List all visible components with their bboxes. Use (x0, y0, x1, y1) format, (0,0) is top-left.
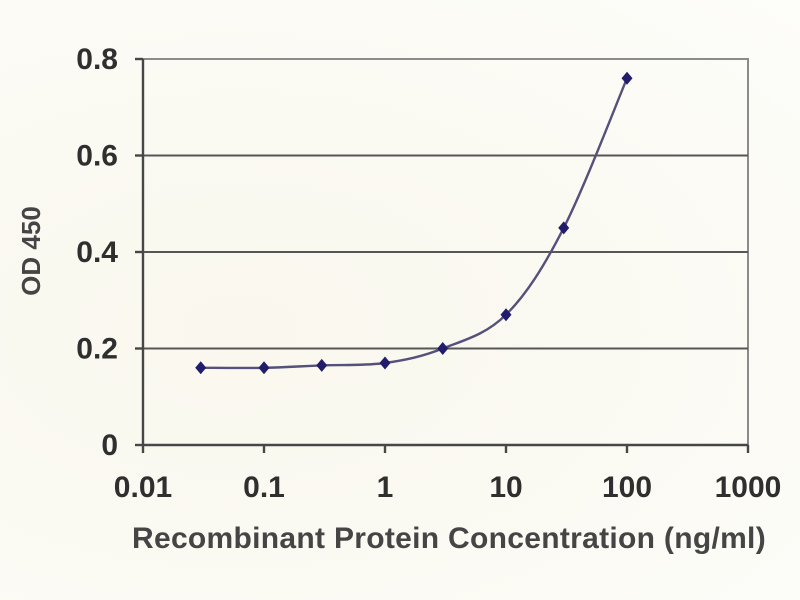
y-tick-label: 0 (101, 429, 118, 462)
y-tick-label: 0.6 (76, 140, 118, 173)
data-point-marker (195, 361, 207, 375)
data-point-marker (621, 71, 633, 85)
data-point-marker (500, 308, 512, 322)
x-tick-label: 100 (602, 471, 652, 504)
x-tick-label: 1000 (715, 471, 782, 504)
y-tick-label: 0.8 (76, 43, 118, 76)
x-tick-label: 1 (377, 471, 394, 504)
x-tick-label: 0.1 (243, 471, 285, 504)
y-tick-label: 0.4 (76, 236, 118, 269)
x-tick-label: 10 (489, 471, 522, 504)
data-point-marker (316, 358, 328, 372)
data-point-marker (558, 221, 570, 235)
y-axis-title: OD 450 (16, 206, 46, 296)
x-tick-label: 0.01 (114, 471, 172, 504)
data-point-marker (379, 356, 391, 370)
y-tick-label: 0.2 (76, 333, 118, 366)
data-point-marker (258, 361, 270, 375)
x-axis-title: Recombinant Protein Concentration (ng/ml… (132, 522, 766, 555)
data-point-marker (437, 342, 449, 355)
